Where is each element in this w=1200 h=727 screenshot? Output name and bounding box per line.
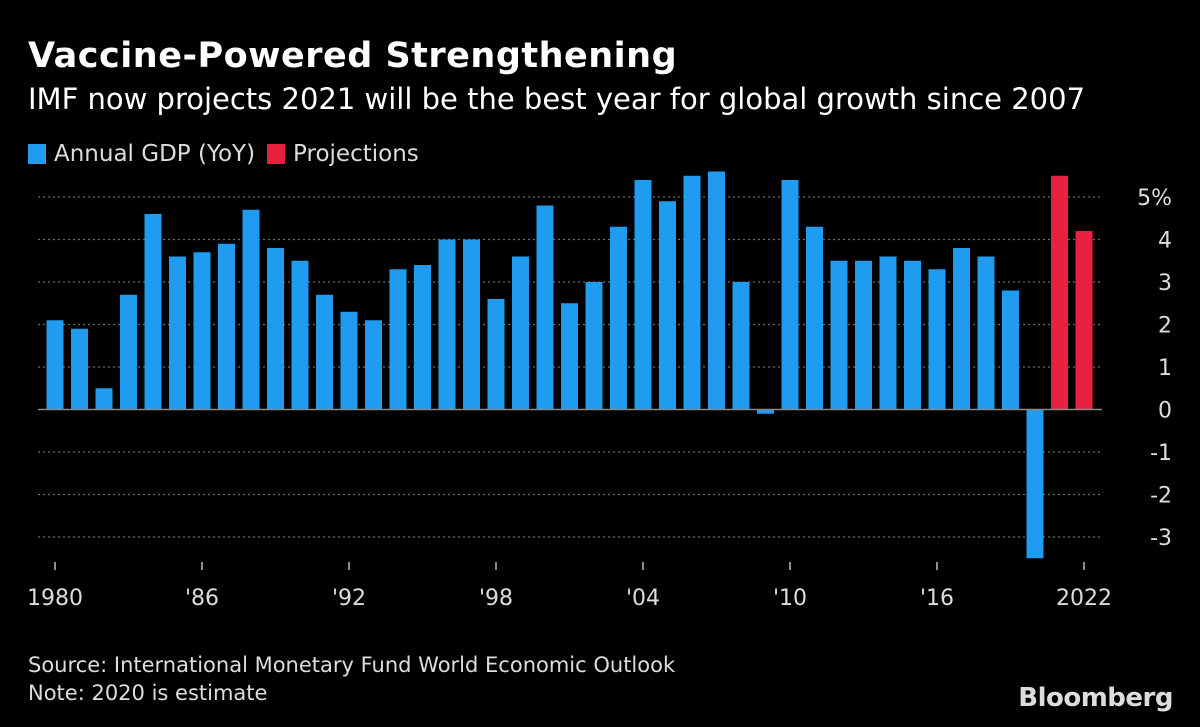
gdp-bar-1991 [316, 294, 333, 410]
gdp-bar-1987 [218, 243, 235, 410]
y-tick-label: -1 [1150, 441, 1172, 466]
gdp-bar-1994 [389, 269, 407, 410]
gdp-bar-2003 [610, 226, 627, 410]
gdp-bar-2007 [708, 171, 725, 410]
gdp-bar-2019 [1002, 290, 1019, 410]
gdp-bar-1983 [120, 294, 137, 410]
gdp-bar-2010 [781, 180, 799, 410]
gdp-bar-1981 [71, 328, 88, 410]
gdp-bar-2013 [855, 260, 872, 410]
gdp-bar-1992 [340, 311, 358, 410]
gdp-bar-1997 [463, 239, 480, 410]
gdp-bar-1995 [414, 265, 431, 410]
gdp-bar-2004 [634, 180, 652, 410]
y-tick-label: 3 [1158, 271, 1172, 296]
gdp-bar-1986 [193, 252, 211, 410]
gdp-bar-1999 [512, 256, 529, 410]
estimate-note: Note: 2020 is estimate [28, 681, 268, 705]
gdp-bar-1984 [144, 214, 162, 410]
legend-label-projections: Projections [293, 141, 419, 167]
y-tick-label: 0 [1158, 399, 1172, 424]
legend-swatch-projections [267, 144, 286, 164]
x-tick-label: '92 [332, 586, 366, 611]
x-tick-label: 2022 [1056, 586, 1112, 611]
gdp-bar-2016 [928, 269, 946, 410]
y-tick-label: -3 [1150, 526, 1172, 551]
gdp-bar-1990 [291, 260, 309, 410]
legend-item-gdp: Annual GDP (YoY) [28, 141, 255, 167]
gdp-bar-1988 [242, 209, 260, 410]
gdp-bar-1985 [169, 256, 186, 410]
gdp-bar-2001 [561, 303, 578, 410]
x-tick-label: '16 [920, 586, 954, 611]
gdp-bar-1980 [46, 320, 64, 410]
gdp-bar-2020 [1026, 409, 1044, 559]
legend-item-projections: Projections [267, 141, 419, 167]
gdp-bar-1993 [365, 320, 382, 410]
gdp-bar-1996 [438, 239, 456, 410]
projection-bar-2021 [1051, 175, 1068, 410]
y-tick-label: 2 [1158, 314, 1172, 339]
projection-bar-2022 [1075, 231, 1093, 410]
gdp-bar-2014 [879, 256, 897, 410]
gdp-bar-2002 [585, 282, 603, 410]
gdp-bar-2009 [757, 409, 774, 414]
gdp-bar-1989 [267, 248, 284, 410]
source-note: Source: International Monetary Fund Worl… [28, 653, 676, 677]
gdp-bar-2008 [732, 282, 750, 410]
bloomberg-logo: Bloomberg [1018, 683, 1173, 713]
gdp-bar-2005 [659, 201, 676, 410]
x-tick-label: '98 [479, 586, 513, 611]
chart-title: Vaccine-Powered Strengthening [28, 36, 678, 76]
y-tick-label: 1 [1158, 356, 1172, 381]
legend: Annual GDP (YoY) Projections [28, 141, 431, 167]
footer-notes: Source: International Monetary Fund Worl… [28, 651, 675, 707]
gdp-bar-1982 [95, 388, 113, 410]
x-tick-label: '86 [185, 586, 219, 611]
gdp-bar-1998 [487, 299, 505, 410]
x-tick-label: 1980 [27, 586, 83, 611]
legend-swatch-gdp [28, 144, 46, 164]
gdp-bar-2018 [977, 256, 995, 410]
gdp-bar-2000 [536, 205, 554, 410]
gdp-bar-2011 [806, 226, 823, 410]
gdp-bar-2012 [830, 260, 848, 410]
x-tick-label: '04 [626, 586, 660, 611]
chart-subtitle: IMF now projects 2021 will be the best y… [28, 82, 1086, 116]
x-tick-label: '10 [773, 586, 807, 611]
legend-label-gdp: Annual GDP (YoY) [54, 141, 256, 167]
gdp-bar-2017 [953, 248, 970, 410]
y-tick-label: 4 [1158, 229, 1172, 254]
y-tick-label: 5% [1137, 186, 1172, 211]
gdp-bar-2015 [904, 260, 921, 410]
y-tick-label: -2 [1150, 484, 1172, 509]
gdp-bar-2006 [683, 175, 701, 410]
